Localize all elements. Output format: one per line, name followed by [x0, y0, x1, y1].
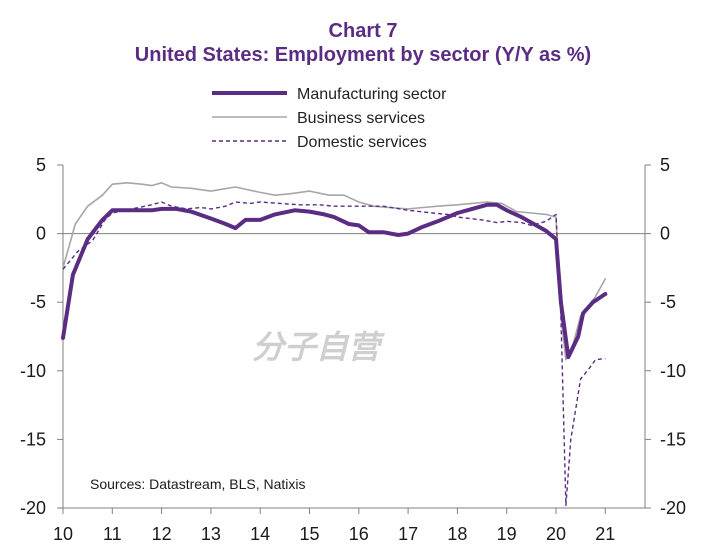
chart-subtitle: United States: Employment by sector (Y/Y… [134, 44, 592, 66]
y-tick-label-right: -15 [660, 429, 686, 449]
x-tick-label: 20 [546, 524, 566, 544]
y-tick-label-left: 5 [36, 155, 46, 175]
legend: Manufacturing sector Business services D… [212, 86, 447, 151]
tick-group: 5 5 0 0 -5 -5 -10 -10 -15 -15 -20 -20 10 11 12 13 14 15 16… [20, 155, 686, 544]
watermark: 分子自营 [252, 328, 385, 366]
x-tick-label: 15 [299, 524, 319, 544]
y-tick-label-left: -20 [20, 498, 46, 518]
y-tick-label-right: -5 [660, 292, 676, 312]
business-services-line [62, 182, 607, 361]
legend-label-manufacturing: Manufacturing sector [297, 86, 447, 103]
x-tick-label: 13 [201, 524, 221, 544]
y-tick-label-left: -5 [30, 292, 46, 312]
x-tick-label: 11 [103, 524, 122, 544]
x-tick-label: 10 [53, 524, 73, 544]
y-tick-label-left: 0 [36, 224, 46, 244]
series-group [61, 182, 608, 506]
y-tick-label-right: -10 [660, 361, 686, 381]
x-tick-label: 12 [152, 524, 172, 544]
x-tick-label: 18 [447, 524, 467, 544]
x-tick-label: 17 [398, 524, 418, 544]
x-tick-label: 14 [250, 524, 270, 544]
y-tick-label-right: 5 [660, 155, 670, 175]
legend-label-business: Business services [297, 110, 425, 127]
y-tick-label-left: -15 [20, 429, 46, 449]
source-note: Sources: Datastream, BLS, Natixis [90, 476, 306, 492]
x-tick-label: 16 [349, 524, 369, 544]
y-tick-label-right: -20 [660, 498, 686, 518]
chart-title: Chart 7 [328, 20, 398, 42]
legend-label-domestic: Domestic services [297, 134, 427, 151]
y-tick-label-right: 0 [660, 224, 670, 244]
y-tick-label-left: -10 [20, 361, 46, 381]
x-tick-label: 19 [497, 524, 517, 544]
x-tick-label: 21 [595, 524, 615, 544]
manufacturing-sector-line [61, 202, 608, 360]
